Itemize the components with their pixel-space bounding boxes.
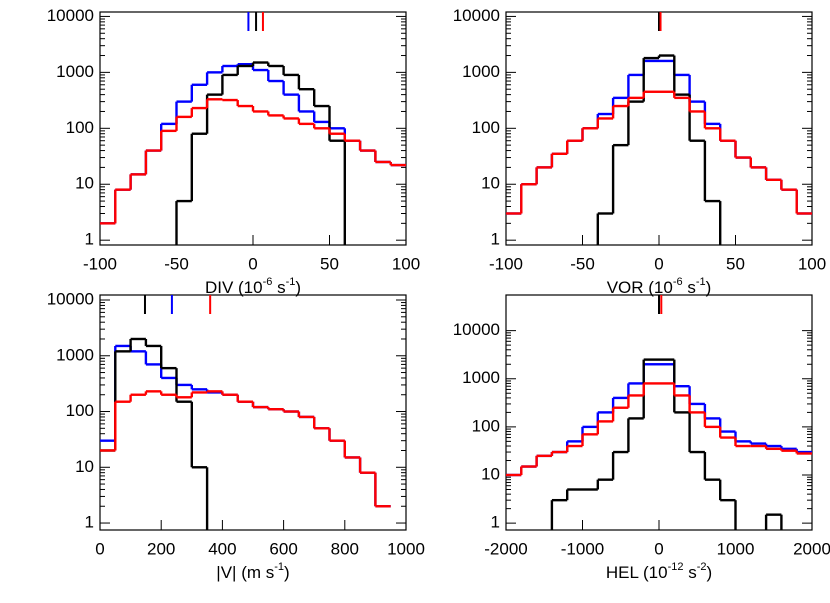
x-axis-label-part: s bbox=[272, 278, 285, 297]
x-tick-label: 0 bbox=[654, 254, 663, 273]
x-tick-label: 200 bbox=[147, 539, 175, 558]
x-tick-label: -100 bbox=[83, 254, 117, 273]
x-tick-label: -2000 bbox=[484, 539, 527, 558]
x-axis-label: |V| (m s-1) bbox=[216, 561, 289, 583]
y-tick-label: 1000 bbox=[56, 62, 94, 81]
x-tick-label: 1000 bbox=[387, 539, 425, 558]
x-axis-label: VOR (10-6 s-1) bbox=[607, 276, 712, 298]
histogram-series bbox=[506, 363, 812, 477]
x-axis-label-sup: -6 bbox=[673, 276, 683, 288]
histogram-series bbox=[596, 54, 722, 245]
x-tick-label: -50 bbox=[570, 254, 595, 273]
plot-frame bbox=[505, 294, 813, 531]
x-tick-label: 2000 bbox=[793, 539, 830, 558]
x-tick-label: 100 bbox=[798, 254, 826, 273]
x-axis-label-sup: -1 bbox=[286, 276, 296, 288]
y-tick-label: 1000 bbox=[56, 345, 94, 364]
y-tick-label: 100 bbox=[66, 118, 94, 137]
x-axis-label-sup: -12 bbox=[668, 561, 684, 573]
x-axis-label: DIV (10-6 s-1) bbox=[205, 276, 301, 298]
plot-frame bbox=[505, 11, 813, 246]
y-tick-label: 10000 bbox=[453, 320, 500, 339]
x-tick-label: 1000 bbox=[717, 539, 755, 558]
x-tick-label: 100 bbox=[392, 254, 420, 273]
y-tick-label: 100 bbox=[472, 416, 500, 435]
y-tick-label: 1 bbox=[85, 513, 94, 532]
histogram-series bbox=[100, 390, 391, 508]
x-axis-label-part: ) bbox=[295, 278, 301, 297]
histogram-series bbox=[100, 98, 406, 225]
y-tick-label: 10 bbox=[481, 174, 500, 193]
y-tick-label: 10 bbox=[75, 174, 94, 193]
plot-frame bbox=[99, 11, 407, 246]
x-tick-label: -100 bbox=[489, 254, 523, 273]
x-tick-label: 50 bbox=[726, 254, 745, 273]
y-tick-label: 10 bbox=[481, 464, 500, 483]
histogram-series bbox=[506, 90, 812, 215]
x-axis-label-part: HEL (10 bbox=[606, 563, 668, 582]
x-tick-label: 0 bbox=[654, 539, 663, 558]
y-tick-label: 10000 bbox=[47, 6, 94, 25]
x-tick-label: 600 bbox=[269, 539, 297, 558]
y-tick-label: 1000 bbox=[462, 368, 500, 387]
x-axis-label-part: VOR (10 bbox=[607, 278, 673, 297]
x-axis-label-part: ) bbox=[284, 563, 290, 582]
x-tick-label: -1000 bbox=[561, 539, 604, 558]
y-tick-label: 10000 bbox=[453, 6, 500, 25]
x-axis-label-sup: -2 bbox=[697, 561, 707, 573]
x-axis-label-part: |V| (m s bbox=[216, 563, 274, 582]
histogram-series bbox=[100, 344, 391, 508]
y-tick-label: 1 bbox=[491, 230, 500, 249]
y-tick-label: 100 bbox=[66, 401, 94, 420]
x-tick-label: 400 bbox=[208, 539, 236, 558]
x-axis-label-sup: -6 bbox=[263, 276, 273, 288]
x-axis-label-part: s bbox=[683, 563, 696, 582]
x-axis-label-part: ) bbox=[706, 278, 712, 297]
histogram-series bbox=[506, 382, 812, 477]
x-axis-label-part: ) bbox=[706, 563, 712, 582]
x-axis-label-sup: -1 bbox=[274, 561, 284, 573]
y-tick-label: 10000 bbox=[47, 289, 94, 308]
x-axis-label: HEL (10-12 s-2) bbox=[606, 561, 712, 583]
plot-frame bbox=[99, 294, 407, 531]
x-tick-label: 50 bbox=[320, 254, 339, 273]
x-axis-label-part: DIV (10 bbox=[205, 278, 263, 297]
y-tick-label: 1000 bbox=[462, 62, 500, 81]
histogram-series bbox=[506, 59, 812, 215]
x-tick-label: 0 bbox=[248, 254, 257, 273]
x-tick-label: 800 bbox=[331, 539, 359, 558]
x-tick-label: -50 bbox=[164, 254, 189, 273]
y-tick-label: 1 bbox=[491, 513, 500, 532]
histogram-series bbox=[175, 61, 346, 245]
y-tick-label: 1 bbox=[85, 230, 94, 249]
x-axis-label-part: s bbox=[683, 278, 696, 297]
x-axis-label-sup: -1 bbox=[696, 276, 706, 288]
y-tick-label: 10 bbox=[75, 457, 94, 476]
y-tick-label: 100 bbox=[472, 118, 500, 137]
histogram-series bbox=[550, 358, 783, 530]
x-tick-label: 0 bbox=[95, 539, 104, 558]
